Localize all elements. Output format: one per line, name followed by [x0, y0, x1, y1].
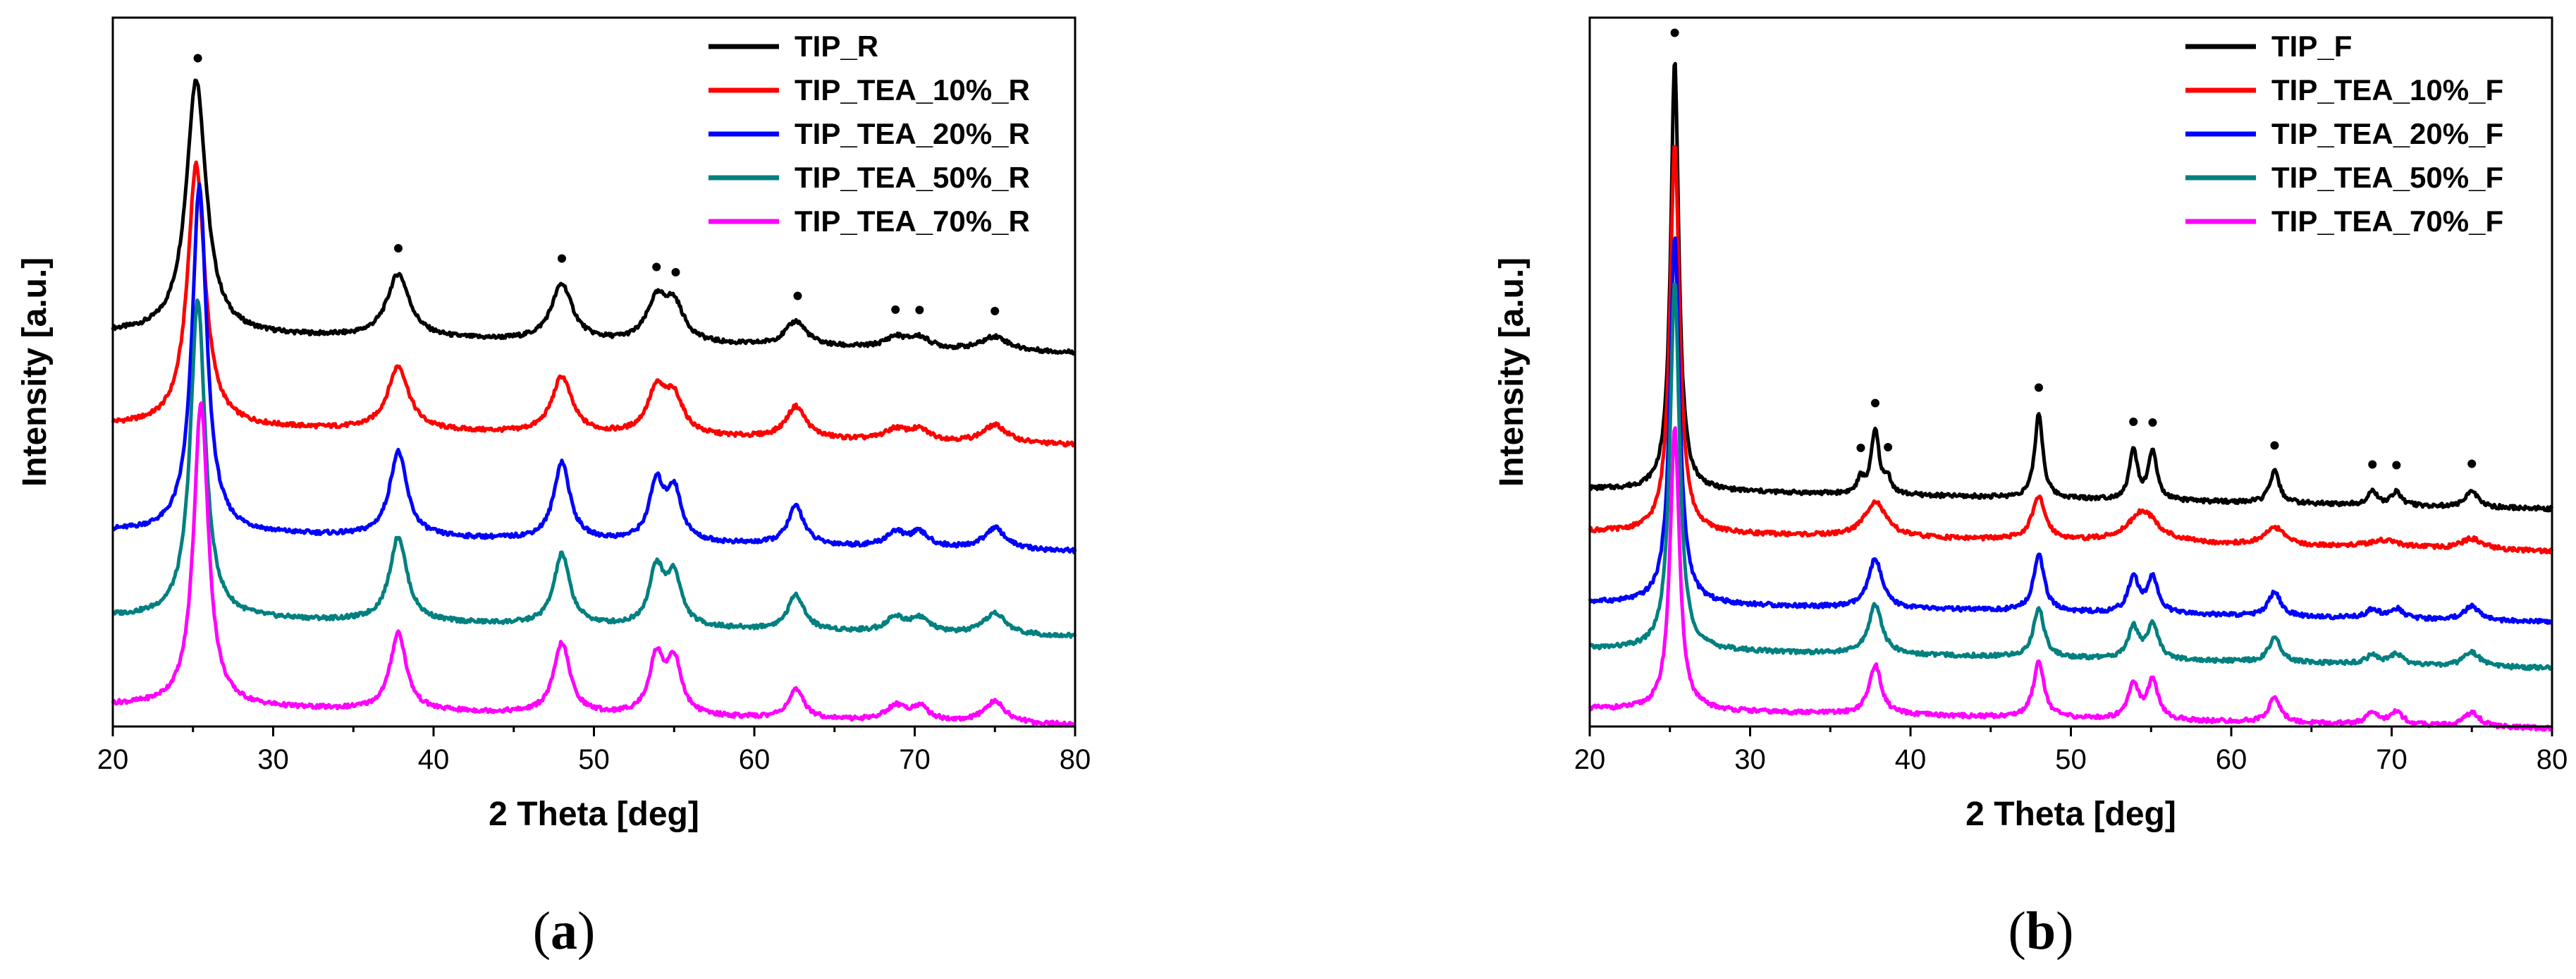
- x-tick-label: 30: [257, 744, 289, 775]
- x-tick-label: 30: [1734, 744, 1766, 775]
- series-line-TIP_TEA_20%_R: [112, 182, 1077, 554]
- peak-marker: •: [651, 250, 662, 284]
- peak-marker: •: [792, 279, 803, 312]
- peak-marker: •: [192, 42, 203, 75]
- x-tick-label: 80: [1060, 744, 1091, 775]
- x-tick-label: 20: [97, 744, 129, 775]
- peak-marker: •: [557, 241, 568, 274]
- x-tick-label: 20: [1574, 744, 1606, 775]
- caption-paren-open: (: [533, 901, 551, 961]
- chart-panel-a: •• • • •• • • •20 30 40 50 60 70 802 Theta [deg]Inte…: [16, 16, 1091, 961]
- peak-marker: •: [1856, 431, 1866, 464]
- x-tick-label: 60: [739, 744, 771, 775]
- peak-marker: •: [2467, 447, 2477, 480]
- legend-label: TIP_TEA_20%_F: [2271, 117, 2503, 150]
- series-line-TIP_TEA_70%_F: [1588, 426, 2554, 732]
- peak-marker: •: [2391, 448, 2402, 481]
- peak-marker: •: [2269, 429, 2280, 462]
- series-line-TIP_TEA_10%_R: [111, 160, 1077, 448]
- panel-caption: (a): [533, 901, 596, 961]
- peak-marker: •: [2034, 370, 2044, 403]
- x-tick-label: 80: [2537, 744, 2568, 775]
- series-line-TIP_R: [111, 78, 1077, 356]
- y-axis-title: Intensity [a.u.]: [1493, 257, 1531, 487]
- caption-letter: b: [2026, 901, 2056, 961]
- peak-marker: •: [2367, 448, 2378, 481]
- series-line-TIP_TEA_70%_R: [111, 401, 1077, 728]
- x-tick-label: 40: [418, 744, 450, 775]
- legend-label: TIP_TEA_70%_F: [2271, 205, 2503, 238]
- peak-marker: •: [890, 293, 901, 326]
- x-tick-label: 70: [2376, 744, 2408, 775]
- chart-panel-b: •••••• ••• • •20 30 40 50 60 70 802 Theta [deg]In…: [1493, 16, 2568, 961]
- caption-paren-close: ): [577, 901, 595, 961]
- legend-label: TIP_TEA_70%_R: [795, 205, 1030, 238]
- peak-marker: •: [1883, 430, 1894, 463]
- caption-paren-close: ): [2056, 901, 2073, 961]
- legend-label: TIP_F: [2271, 30, 2352, 63]
- series-line-TIP_TEA_50%_F: [1589, 282, 2554, 671]
- caption-letter: a: [551, 901, 577, 961]
- y-axis-title: Intensity [a.u.]: [16, 257, 54, 487]
- peak-marker: •: [990, 294, 1000, 327]
- peak-marker: •: [2147, 406, 2158, 439]
- peak-marker: •: [1870, 386, 1881, 419]
- peak-marker: •: [393, 231, 404, 264]
- caption-paren-open: (: [2008, 901, 2026, 961]
- series-line-TIP_F: [1589, 61, 2554, 513]
- legend-label: TIP_TEA_20%_R: [795, 117, 1030, 150]
- x-tick-label: 50: [2055, 744, 2087, 775]
- series-line-TIP_TEA_50%_R: [111, 298, 1077, 639]
- legend-label: TIP_TEA_10%_R: [795, 73, 1030, 107]
- legend-label: TIP_R: [795, 30, 878, 63]
- series-line-TIP_TEA_20%_F: [1588, 236, 2553, 625]
- peak-marker: •: [2128, 405, 2139, 438]
- legend-label: TIP_TEA_50%_F: [2271, 161, 2503, 194]
- x-axis-title: 2 Theta [deg]: [489, 796, 699, 833]
- peak-marker: •: [670, 255, 681, 288]
- peak-marker: •: [1669, 16, 1680, 49]
- peak-marker: •: [914, 293, 925, 327]
- x-tick-label: 50: [578, 744, 610, 775]
- x-axis-title: 2 Theta [deg]: [1965, 796, 2176, 833]
- x-tick-label: 40: [1895, 744, 1927, 775]
- panel-caption: (b): [2008, 901, 2074, 961]
- legend-label: TIP_TEA_10%_F: [2271, 73, 2503, 107]
- x-tick-label: 70: [899, 744, 931, 775]
- series-line-TIP_TEA_10%_F: [1588, 145, 2554, 555]
- legend-label: TIP_TEA_50%_R: [795, 161, 1030, 194]
- x-tick-label: 60: [2216, 744, 2247, 775]
